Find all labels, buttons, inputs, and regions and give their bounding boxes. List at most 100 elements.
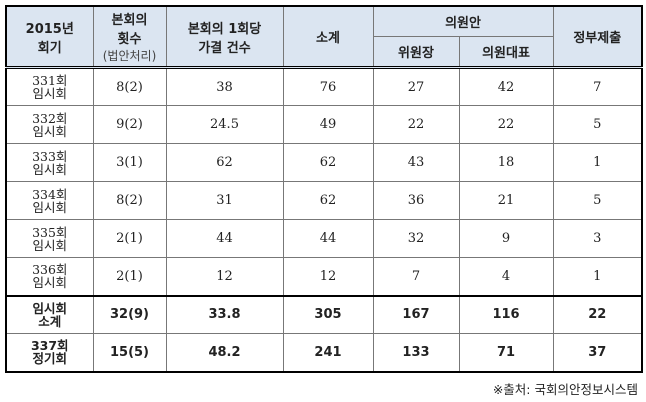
- cell-line: 335회: [32, 224, 68, 240]
- table-row: 334회 임시회 8(2) 31 62 36 21 5: [5, 181, 643, 220]
- cell: 12: [165, 257, 284, 296]
- cell-line: 임시회: [32, 199, 67, 215]
- cell-line: 337회: [30, 338, 69, 354]
- cell: 44: [282, 219, 374, 258]
- cell-line: 334회: [32, 186, 68, 202]
- table-row: 337회 정기회 15(5) 48.2 241 133 71 37: [5, 333, 643, 372]
- cell: 62: [282, 181, 374, 220]
- cell: 24.5: [165, 105, 284, 144]
- cell: 76: [282, 66, 374, 106]
- cell: 32(9): [92, 294, 167, 334]
- cell-line: 의원대표: [482, 46, 530, 61]
- row-label: 333회 임시회: [5, 143, 94, 182]
- cell: 1: [552, 257, 643, 296]
- table-row: 332회 임시회 9(2) 24.5 49 22 22 5: [5, 105, 643, 144]
- cell: 27: [372, 66, 460, 106]
- cell: 8(2): [92, 66, 167, 106]
- cell-line: 333회: [32, 148, 68, 164]
- cell: 71: [458, 333, 554, 372]
- row-label: 331회 임시회: [5, 66, 94, 106]
- cell: 62: [282, 143, 374, 182]
- cell: 5: [552, 181, 643, 220]
- cell: 49: [282, 105, 374, 144]
- cell-line: 임시회: [32, 300, 67, 316]
- cell: 305: [282, 294, 374, 334]
- cell: 133: [372, 333, 460, 372]
- cell-line: 331회: [32, 73, 68, 88]
- cell-line: 본회의 1회당: [187, 21, 262, 37]
- cell: 9(2): [92, 105, 167, 144]
- cell: 2(1): [92, 219, 167, 258]
- cell: 8(2): [92, 181, 167, 220]
- cell: 32: [372, 219, 460, 258]
- cell: 37: [552, 333, 643, 372]
- row-label: 334회 임시회: [5, 181, 94, 220]
- table-header: 2015년 회기 본회의 횟수 (법안처리) 본회의 1회당 가결 건수 소계 의원안 정부제출 위…: [5, 5, 643, 68]
- cell-line: 소계: [38, 313, 62, 329]
- cell-line: 횟수: [117, 32, 142, 47]
- cell: 44: [165, 219, 284, 258]
- cell: 241: [282, 333, 374, 372]
- cell: 116: [458, 294, 554, 334]
- cell: 9: [458, 219, 554, 258]
- cell-line: 임시회: [32, 237, 67, 253]
- cell: 22: [458, 105, 554, 144]
- cell-line: 임시회: [32, 123, 67, 139]
- table-row: 336회 임시회 2(1) 12 12 7 4 1: [5, 257, 643, 296]
- cell: 62: [165, 143, 284, 182]
- cell: 31: [165, 181, 284, 220]
- cell: 7: [372, 257, 460, 296]
- header-cell: 의원대표: [458, 36, 554, 68]
- cell: 38: [165, 66, 284, 106]
- cell: 4: [458, 257, 554, 296]
- cell-line: 336회: [32, 262, 68, 278]
- cell-line: 위원장: [398, 46, 434, 61]
- cell-line: 임시회: [32, 86, 67, 101]
- cell: 22: [552, 294, 643, 334]
- cell-line: 임시회: [32, 275, 67, 291]
- table-row: 335회 임시회 2(1) 44 44 32 9 3: [5, 219, 643, 258]
- cell: 42: [458, 66, 554, 106]
- row-label: 335회 임시회: [5, 219, 94, 258]
- cell: 36: [372, 181, 460, 220]
- row-label: 337회 정기회: [5, 333, 94, 372]
- header-cell: 위원장: [372, 36, 460, 68]
- table-row: 333회 임시회 3(1) 62 62 43 18 1: [5, 143, 643, 182]
- cell-line: 임시회: [32, 161, 67, 177]
- cell-line: 회기: [37, 40, 62, 56]
- cell: 21: [458, 181, 554, 220]
- cell: 15(5): [92, 333, 167, 372]
- row-label: 임시회 소계: [5, 294, 94, 334]
- cell: 3: [552, 219, 643, 258]
- cell-line: 332회: [32, 110, 68, 126]
- cell: 7: [552, 66, 643, 106]
- data-table: 2015년 회기 본회의 횟수 (법안처리) 본회의 1회당 가결 건수 소계 의원안 정부제출 위…: [5, 5, 644, 373]
- cell-line: 가결 건수: [198, 40, 251, 56]
- cell-line: 정기회: [32, 351, 67, 367]
- table-row: 331회 임시회 8(2) 38 76 27 42 7: [5, 66, 643, 106]
- cell: 48.2: [165, 333, 284, 372]
- cell-line: 소계: [316, 31, 340, 46]
- header-cell: 의원안: [372, 5, 554, 37]
- cell: 5: [552, 105, 643, 144]
- cell: 18: [458, 143, 554, 182]
- cell-line: 정부제출: [573, 31, 622, 46]
- table-row: 임시회 소계 32(9) 33.8 305 167 116 22: [5, 294, 643, 334]
- source-note: ※출처: 국회의안정보시스템: [492, 382, 638, 397]
- cell-line: 본회의: [111, 13, 148, 28]
- cell-line: (법안처리): [102, 49, 157, 63]
- cell: 1: [552, 143, 643, 182]
- cell: 167: [372, 294, 460, 334]
- header-row: 위원장 의원대표: [6, 36, 642, 68]
- cell-line: 의원안: [445, 16, 481, 31]
- table-body: 331회 임시회 8(2) 38 76 27 42 7 332회 임시회 9(2) 24.5 49 22 2…: [5, 66, 643, 372]
- row-label: 336회 임시회: [5, 257, 94, 296]
- cell-line: 2015년: [25, 21, 74, 37]
- cell: 12: [282, 257, 374, 296]
- row-label: 332회 임시회: [5, 105, 94, 144]
